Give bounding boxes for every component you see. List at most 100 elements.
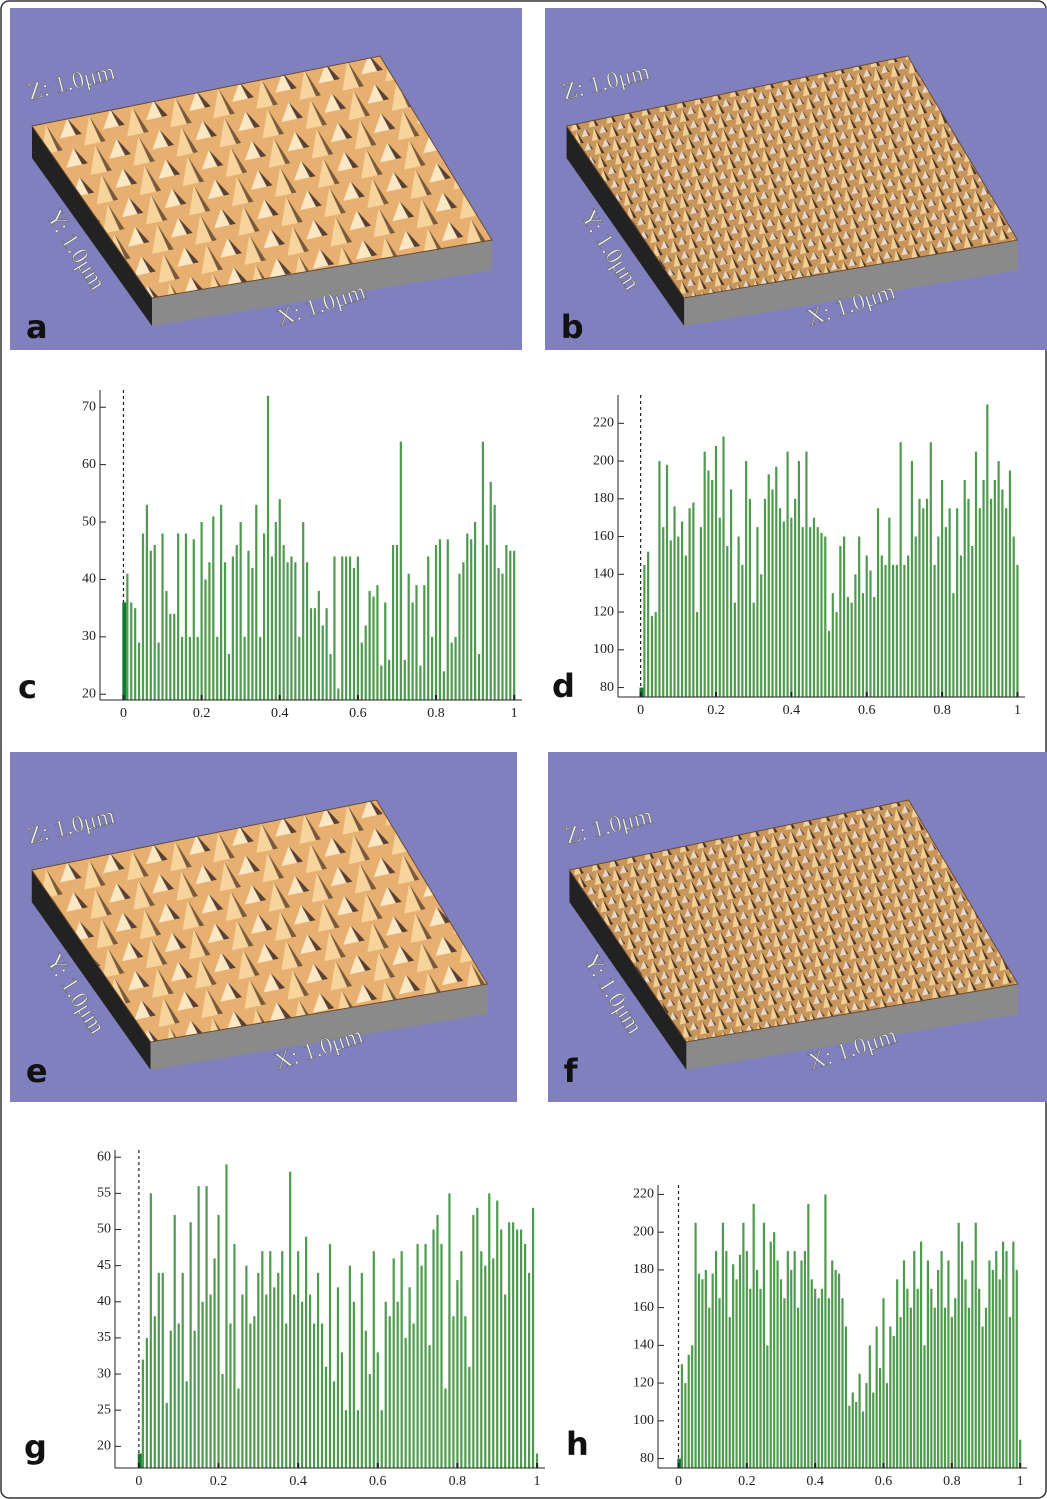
bar [658,461,660,697]
bar [985,1308,987,1468]
bar [369,1374,371,1468]
bar [835,1270,837,1468]
bar [205,1186,207,1468]
bar [889,1327,891,1469]
bar [389,1316,391,1468]
bar [177,534,179,700]
bar [763,1223,765,1468]
bar [771,489,773,697]
bar [1009,1317,1011,1468]
bar [787,1251,789,1468]
bar [711,480,713,697]
bar [961,1242,963,1468]
bar [662,527,664,697]
bar [811,1279,813,1468]
x-tick-label: 0.4 [783,703,801,718]
bar [876,1327,878,1469]
bar [759,1289,761,1468]
bar [228,654,230,700]
bar [958,1223,960,1468]
bar [715,446,717,697]
bar [431,637,433,700]
bar [986,404,988,697]
bar [681,1364,683,1468]
bar [735,1279,737,1468]
y-tick-label: 50 [82,514,96,529]
bar [764,499,766,697]
bar [845,1327,847,1469]
x-tick-label: 0.4 [271,706,289,721]
bar [472,1215,474,1468]
bar [122,602,126,700]
bar [900,442,902,697]
bar [800,1260,802,1468]
y-tick-label: 180 [593,491,614,506]
bar [333,556,335,700]
bar [361,1273,363,1468]
bar [685,555,687,697]
bar [353,1302,355,1468]
x-tick-label: 0.2 [707,703,725,718]
panel-letter: g [24,1428,47,1466]
bar [486,545,488,700]
bar [466,534,468,700]
bar [182,1273,184,1468]
bar [879,1368,881,1468]
bar [286,562,288,700]
afm-panel: Z: 1.0μmY: 1.0μmX: 1.0μma [10,8,522,350]
bar [688,1355,690,1468]
bar [865,1383,867,1468]
bar [482,442,484,700]
bar [221,1374,223,1468]
y-tick-label: 40 [82,572,96,587]
y-tick-label: 220 [593,416,614,431]
bar [903,1260,905,1468]
bar [911,461,913,697]
x-tick-label: 0.2 [738,1474,756,1489]
y-tick-label: 120 [633,1375,654,1390]
bar [967,499,969,697]
bar [220,505,222,700]
y-tick-label: 40 [97,1294,111,1309]
bar [1002,1242,1004,1468]
bar [154,545,156,700]
bar [373,1251,375,1468]
bar [257,1273,259,1468]
bar [934,1308,936,1468]
y-tick-label: 160 [593,529,614,544]
bar [794,499,796,697]
bar [275,522,277,700]
bar [729,1317,731,1468]
bar [681,521,683,697]
bar [150,551,152,700]
bar [768,474,770,697]
bar [712,1274,714,1468]
x-tick-label: 0.4 [806,1474,824,1489]
bar [263,534,265,700]
bar [512,1222,514,1468]
bar [329,654,331,700]
bar [424,1244,426,1468]
bar [265,1295,267,1468]
bar [947,1260,949,1468]
bar [941,480,943,697]
bar [212,516,214,700]
bar [409,1287,411,1468]
bar [848,1406,850,1468]
bar [945,527,947,697]
bar [142,1360,144,1468]
bar [251,568,253,700]
bar [726,546,728,697]
bar [779,508,781,697]
bar [440,1244,442,1468]
bar [705,1270,707,1468]
bar [643,565,645,697]
bar [329,1244,331,1468]
bar [161,534,163,700]
bar [423,585,425,700]
bar [435,545,437,700]
bar [881,555,883,697]
bar [397,1302,399,1468]
bar [992,1270,994,1468]
bar [917,1289,919,1468]
